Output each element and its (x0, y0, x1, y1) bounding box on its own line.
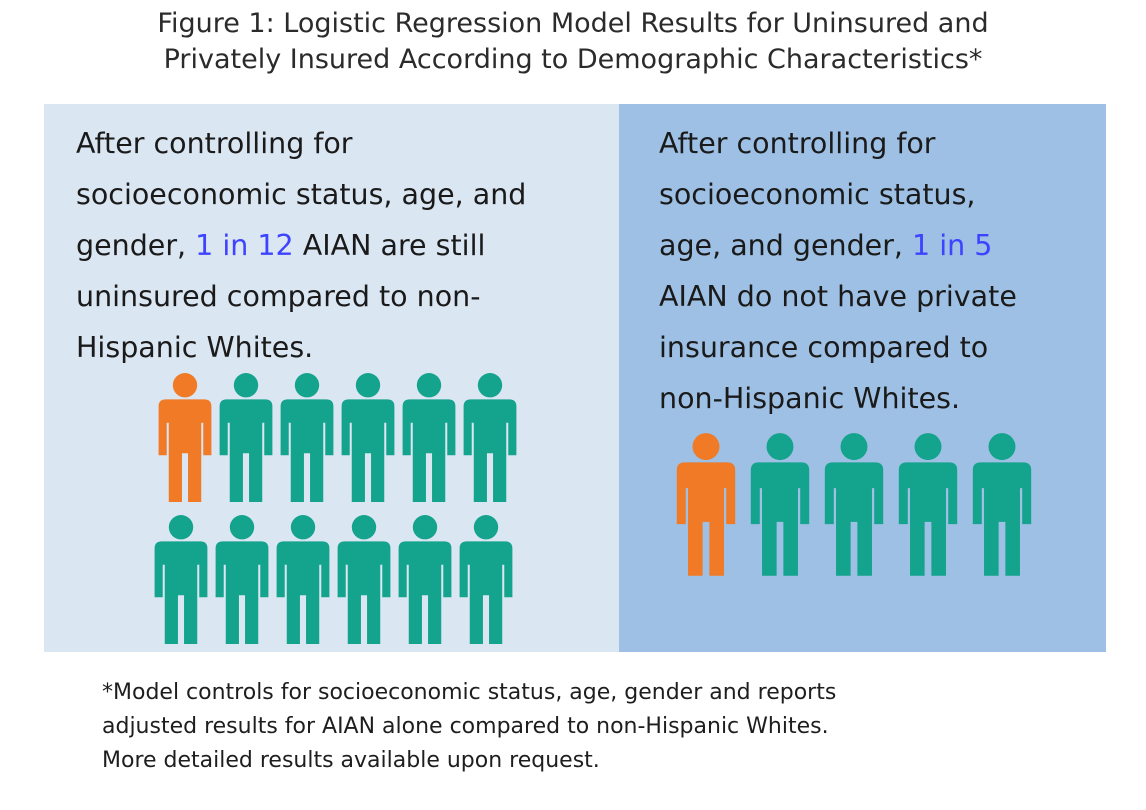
uninsured-panel-text: After controlling for socioeconomic stat… (76, 118, 526, 373)
person-icon (898, 433, 958, 576)
person-icon (463, 373, 517, 502)
private-text-line-3: age, and gender, 1 in 5 (659, 220, 1017, 271)
person-icon (154, 515, 208, 644)
figure-title-line-2: Privately Insured According to Demograph… (163, 44, 983, 75)
private-text-line-6: non-Hispanic Whites. (659, 382, 961, 415)
person-icon (341, 373, 395, 502)
uninsured-text-line-3-pre: gender, (76, 229, 196, 262)
footnote-line-2: adjusted results for AIAN alone compared… (102, 714, 829, 739)
person-icon (337, 515, 391, 644)
uninsured-panel: After controlling for socioeconomic stat… (44, 104, 619, 652)
uninsured-ratio: 1 in 12 (195, 229, 294, 262)
person-icon (398, 515, 452, 644)
private-ratio: 1 in 5 (912, 229, 993, 262)
footnote-line-1: *Model controls for socioeconomic status… (102, 680, 837, 705)
person-icon (215, 515, 269, 644)
uninsured-text-line-4: uninsured compared to non- (76, 280, 481, 313)
private-insurance-panel: After controlling for socioeconomic stat… (619, 104, 1106, 652)
uninsured-text-line-1: After controlling for (76, 127, 353, 160)
person-icon (280, 373, 334, 502)
private-text-line-1: After controlling for (659, 127, 936, 160)
person-icon (750, 433, 810, 576)
private-text-line-5: insurance compared to (659, 331, 989, 364)
person-icon (276, 515, 330, 644)
person-icon-highlighted (676, 433, 736, 576)
person-icon-highlighted (158, 373, 212, 502)
uninsured-text-line-3-post: AIAN are still (293, 229, 486, 262)
private-text-line-2: socioeconomic status, (659, 178, 976, 211)
private-text-line-4: AIAN do not have private (659, 280, 1017, 313)
person-icon (824, 433, 884, 576)
footnote: *Model controls for socioeconomic status… (102, 676, 836, 778)
person-icon (219, 373, 273, 502)
person-icon (972, 433, 1032, 576)
private-insurance-panel-text: After controlling for socioeconomic stat… (659, 118, 1017, 424)
person-icon (402, 373, 456, 502)
person-icon (459, 515, 513, 644)
figure-title-line-1: Figure 1: Logistic Regression Model Resu… (157, 8, 989, 39)
uninsured-text-line-2: socioeconomic status, age, and (76, 178, 527, 211)
figure-title: Figure 1: Logistic Regression Model Resu… (0, 6, 1146, 78)
private-text-line-3-pre: age, and gender, (659, 229, 913, 262)
uninsured-text-line-3: gender, 1 in 12 AIAN are still (76, 220, 526, 271)
uninsured-text-line-5: Hispanic Whites. (76, 331, 314, 364)
footnote-line-3: More detailed results available upon req… (102, 748, 600, 773)
